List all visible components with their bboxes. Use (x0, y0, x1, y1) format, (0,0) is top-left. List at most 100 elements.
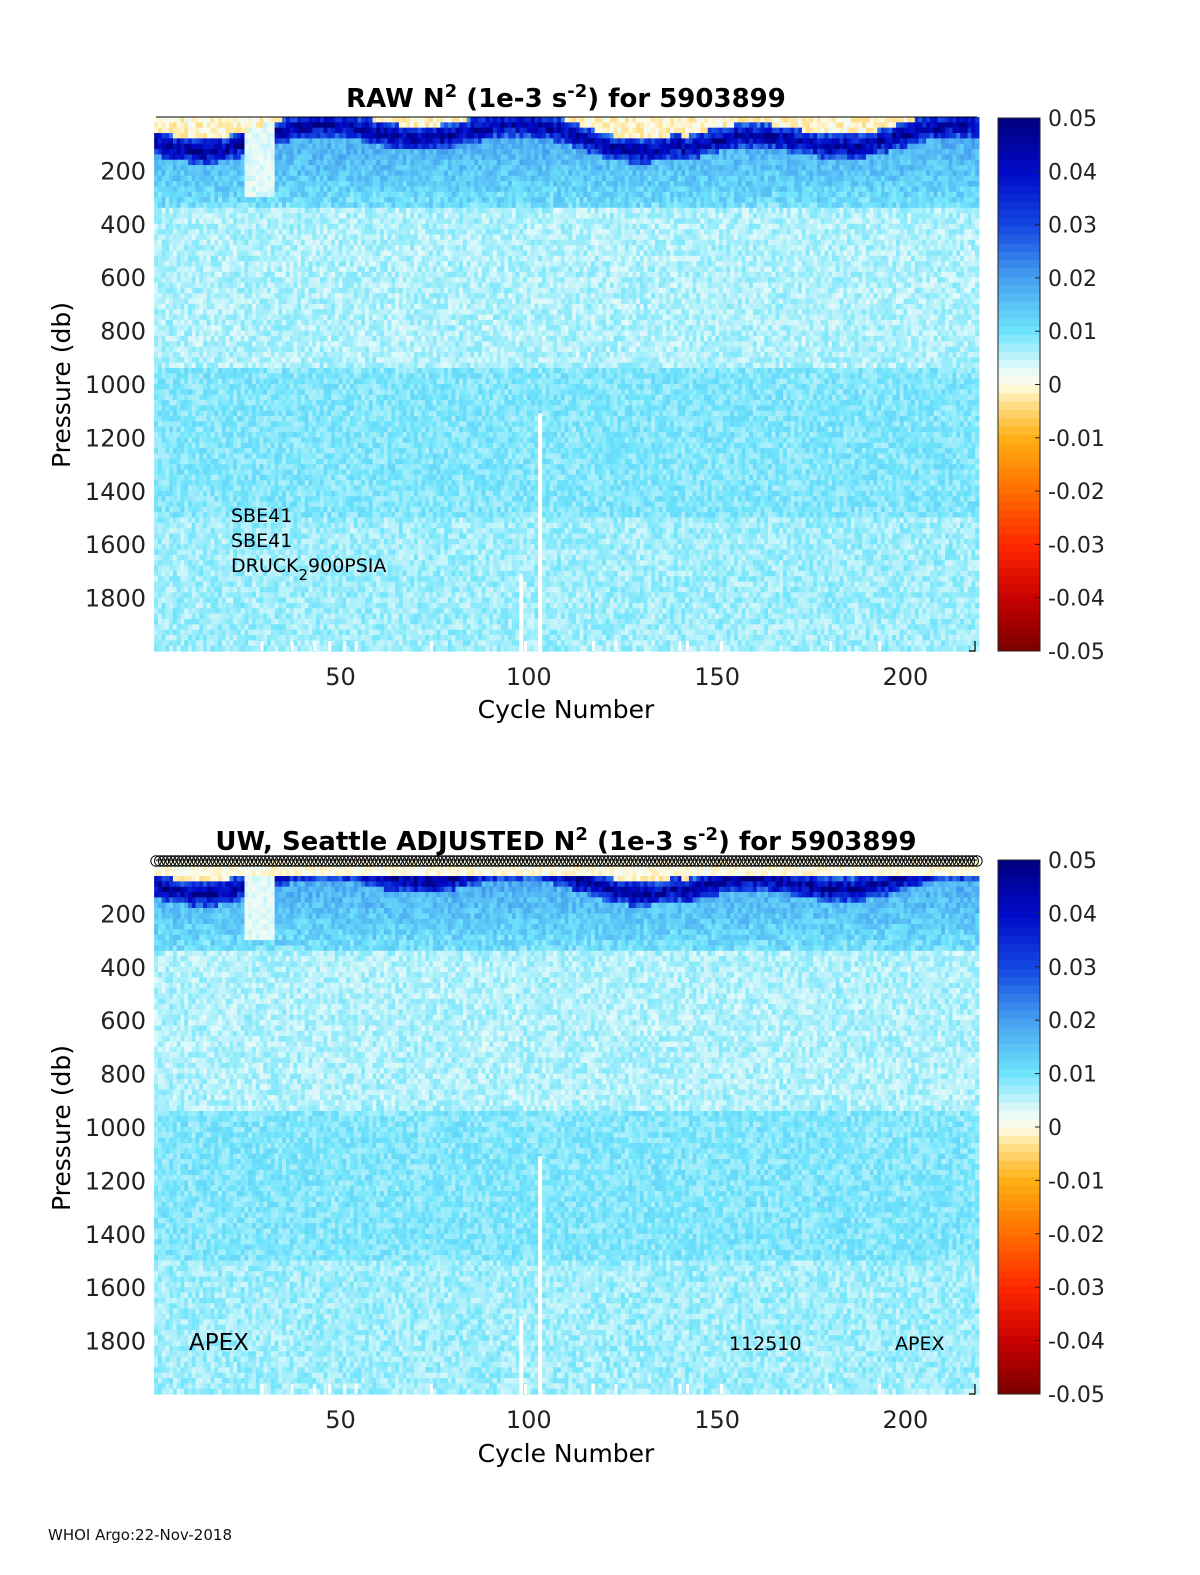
heatmap-cell (158, 523, 162, 529)
heatmap-cell (211, 592, 215, 598)
heatmap-cell (180, 299, 184, 305)
heatmap-cell (226, 507, 230, 513)
heatmap-cell (245, 592, 249, 598)
heatmap-cell (192, 357, 196, 363)
heatmap-cell (211, 325, 215, 331)
heatmap-cell (169, 614, 173, 620)
heatmap-cell (271, 117, 275, 123)
heatmap-cell (263, 475, 267, 481)
heatmap-cell (229, 405, 233, 411)
heatmap-cell (214, 144, 218, 150)
heatmap-cell (248, 464, 252, 470)
heatmap-cell (207, 416, 211, 422)
heatmap-cell (214, 528, 218, 534)
heatmap-cell (218, 501, 222, 507)
heatmap-cell (207, 448, 211, 454)
heatmap-cell (256, 165, 260, 171)
heatmap-cell (248, 603, 252, 609)
heatmap-cell (214, 165, 218, 171)
heatmap-cell (237, 213, 241, 219)
heatmap-cell (199, 213, 203, 219)
heatmap-cell (237, 411, 241, 417)
heatmap-cell (162, 347, 166, 353)
heatmap-cell (226, 165, 230, 171)
heatmap-cell (260, 437, 264, 443)
heatmap-cell (211, 608, 215, 614)
heatmap-cell (165, 389, 169, 395)
heatmap-cell (245, 234, 249, 240)
heatmap-cell (245, 304, 249, 310)
heatmap-cell (177, 192, 181, 198)
heatmap-cell (252, 448, 256, 454)
heatmap-cell (214, 523, 218, 529)
heatmap-cell (271, 128, 275, 134)
heatmap-cell (290, 122, 294, 128)
heatmap-cell (282, 363, 286, 369)
heatmap-cell (169, 304, 173, 310)
heatmap-cell (286, 234, 290, 240)
heatmap-cell (199, 128, 203, 134)
heatmap-cell (169, 421, 173, 427)
heatmap-cell (282, 384, 286, 390)
heatmap-cell (162, 539, 166, 545)
heatmap-cell (165, 144, 169, 150)
heatmap-cell (177, 453, 181, 459)
heatmap-cell (169, 288, 173, 294)
heatmap-cell (180, 416, 184, 422)
heatmap-cell (252, 117, 256, 123)
heatmap-cell (165, 534, 169, 540)
heatmap-cell (162, 357, 166, 363)
heatmap-cell (177, 283, 181, 289)
heatmap-cell (271, 619, 275, 625)
heatmap-cell (214, 507, 218, 513)
heatmap-cell (196, 181, 200, 187)
heatmap-cell (275, 192, 279, 198)
heatmap-cell (203, 154, 207, 160)
heatmap-cell (211, 475, 215, 481)
heatmap-cell (286, 170, 290, 176)
heatmap-cell (180, 176, 184, 182)
heatmap-cell (165, 128, 169, 134)
heatmap-cell (207, 464, 211, 470)
heatmap-cell (169, 630, 173, 636)
heatmap-cell (162, 299, 166, 305)
heatmap-cell (233, 170, 237, 176)
heatmap-cell (260, 630, 264, 636)
heatmap-cell (233, 229, 237, 235)
heatmap-cell (241, 475, 245, 481)
heatmap-cell (263, 357, 267, 363)
heatmap-cell (184, 624, 188, 630)
heatmap-cell (248, 448, 252, 454)
heatmap-cell (192, 315, 196, 321)
heatmap-cell (169, 267, 173, 273)
heatmap-cell (256, 464, 260, 470)
heatmap-cell (165, 480, 169, 486)
heatmap-cell (162, 432, 166, 438)
heatmap-cell (192, 368, 196, 374)
heatmap-cell (248, 240, 252, 246)
heatmap-cell (214, 635, 218, 641)
heatmap-cell (203, 432, 207, 438)
heatmap-cell (173, 224, 177, 230)
heatmap-cell (233, 331, 237, 337)
heatmap-cell (233, 624, 237, 630)
heatmap-cell (199, 251, 203, 257)
heatmap-cell (207, 256, 211, 262)
heatmap-cell (162, 544, 166, 550)
heatmap-cell (184, 373, 188, 379)
heatmap-cell (207, 635, 211, 641)
heatmap-cell (267, 427, 271, 433)
heatmap-cell (286, 347, 290, 353)
heatmap-cell (154, 347, 158, 353)
heatmap-cell (192, 181, 196, 187)
heatmap-cell (286, 400, 290, 406)
heatmap-cell (177, 389, 181, 395)
heatmap-cell (169, 368, 173, 374)
heatmap-cell (282, 480, 286, 486)
heatmap-cell (237, 170, 241, 176)
heatmap-cell (256, 395, 260, 401)
heatmap-cell (282, 181, 286, 187)
heatmap-cell (192, 448, 196, 454)
heatmap-cell (211, 453, 215, 459)
heatmap-cell (154, 432, 158, 438)
